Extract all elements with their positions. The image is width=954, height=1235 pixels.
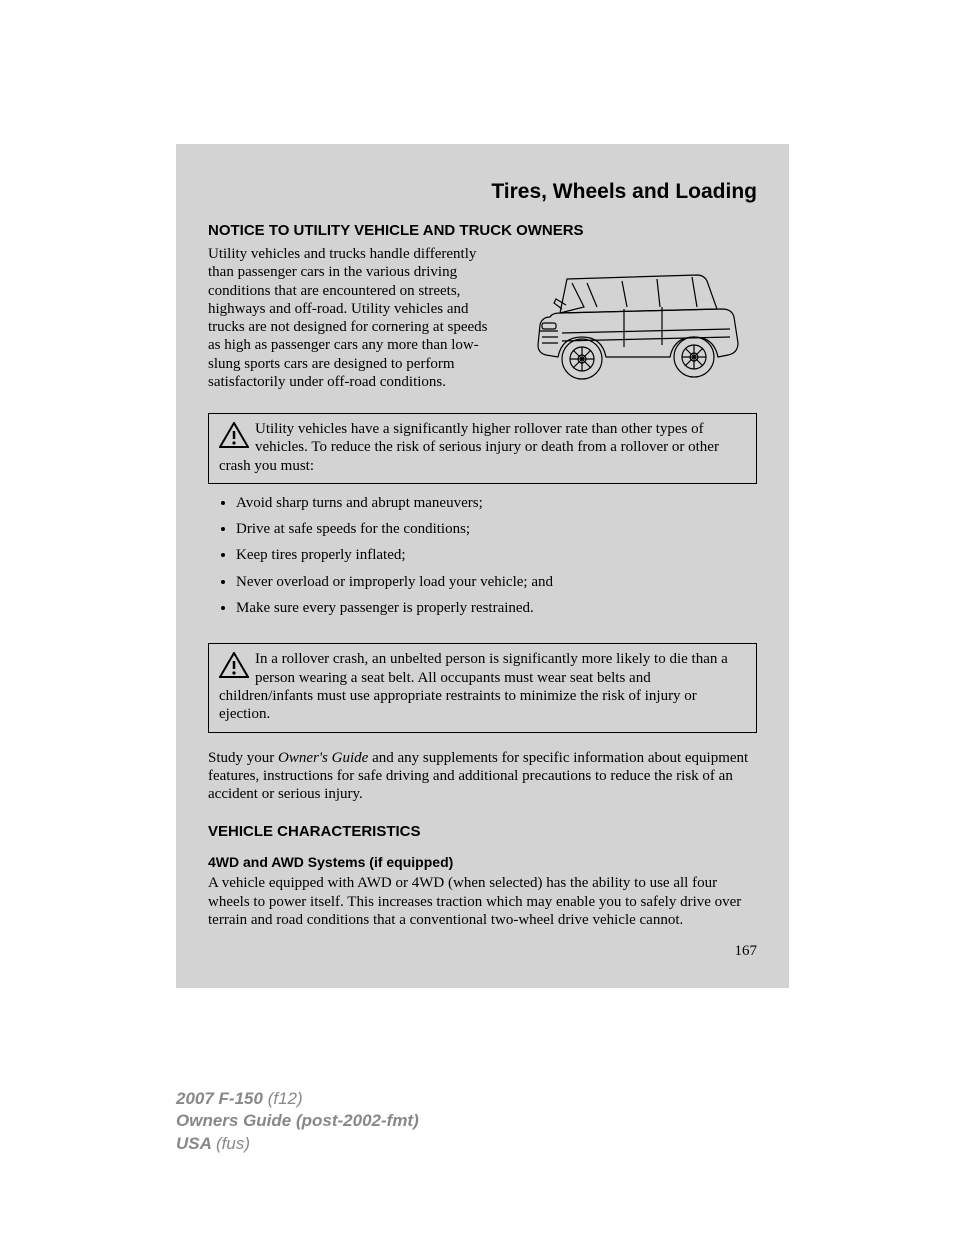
study-prefix: Study your	[208, 750, 278, 766]
4wd-awd-body: A vehicle equipped with AWD or 4WD (when…	[208, 874, 757, 929]
footer-block: 2007 F-150 (f12) Owners Guide (post-2002…	[176, 1088, 954, 1154]
owners-guide-italic: Owner's Guide	[278, 750, 368, 766]
warning-text-1: Utility vehicles have a significantly hi…	[219, 421, 719, 474]
safety-bullet-list: Avoid sharp turns and abrupt maneuvers; …	[208, 494, 757, 617]
footer-code-1: (f12)	[268, 1089, 303, 1108]
content-panel: Tires, Wheels and Loading NOTICE TO UTIL…	[176, 144, 789, 988]
warning-triangle-icon	[219, 422, 249, 448]
list-item: Make sure every passenger is properly re…	[236, 599, 757, 617]
page: Tires, Wheels and Loading NOTICE TO UTIL…	[0, 144, 954, 1155]
intro-paragraph: Utility vehicles and trucks handle diffe…	[208, 245, 494, 399]
warning-box-seatbelt: In a rollover crash, an unbelted person …	[208, 643, 757, 732]
vehicle-characteristics-heading: VEHICLE CHARACTERISTICS	[208, 823, 757, 840]
4wd-awd-subheading: 4WD and AWD Systems (if equipped)	[208, 854, 757, 870]
list-item: Keep tires properly inflated;	[236, 546, 757, 564]
footer-model: 2007 F-150	[176, 1089, 268, 1108]
notice-heading: NOTICE TO UTILITY VEHICLE AND TRUCK OWNE…	[208, 222, 757, 239]
list-item: Never overload or improperly load your v…	[236, 573, 757, 591]
study-paragraph: Study your Owner's Guide and any supplem…	[208, 749, 757, 804]
footer-line-2: Owners Guide (post-2002-fmt)	[176, 1110, 954, 1132]
warning-triangle-icon	[219, 652, 249, 678]
footer-code-2: (fus)	[216, 1134, 250, 1153]
footer-region: USA	[176, 1134, 216, 1153]
suv-illustration	[512, 247, 757, 399]
footer-line-3: USA (fus)	[176, 1133, 954, 1155]
section-title: Tires, Wheels and Loading	[208, 144, 757, 222]
list-item: Drive at safe speeds for the conditions;	[236, 520, 757, 538]
footer-line-1: 2007 F-150 (f12)	[176, 1088, 954, 1110]
intro-row: Utility vehicles and trucks handle diffe…	[208, 245, 757, 399]
list-item: Avoid sharp turns and abrupt maneuvers;	[236, 494, 757, 512]
warning-box-rollover: Utility vehicles have a significantly hi…	[208, 413, 757, 484]
page-number: 167	[208, 943, 757, 960]
warning-text-2: In a rollover crash, an unbelted person …	[219, 651, 728, 722]
